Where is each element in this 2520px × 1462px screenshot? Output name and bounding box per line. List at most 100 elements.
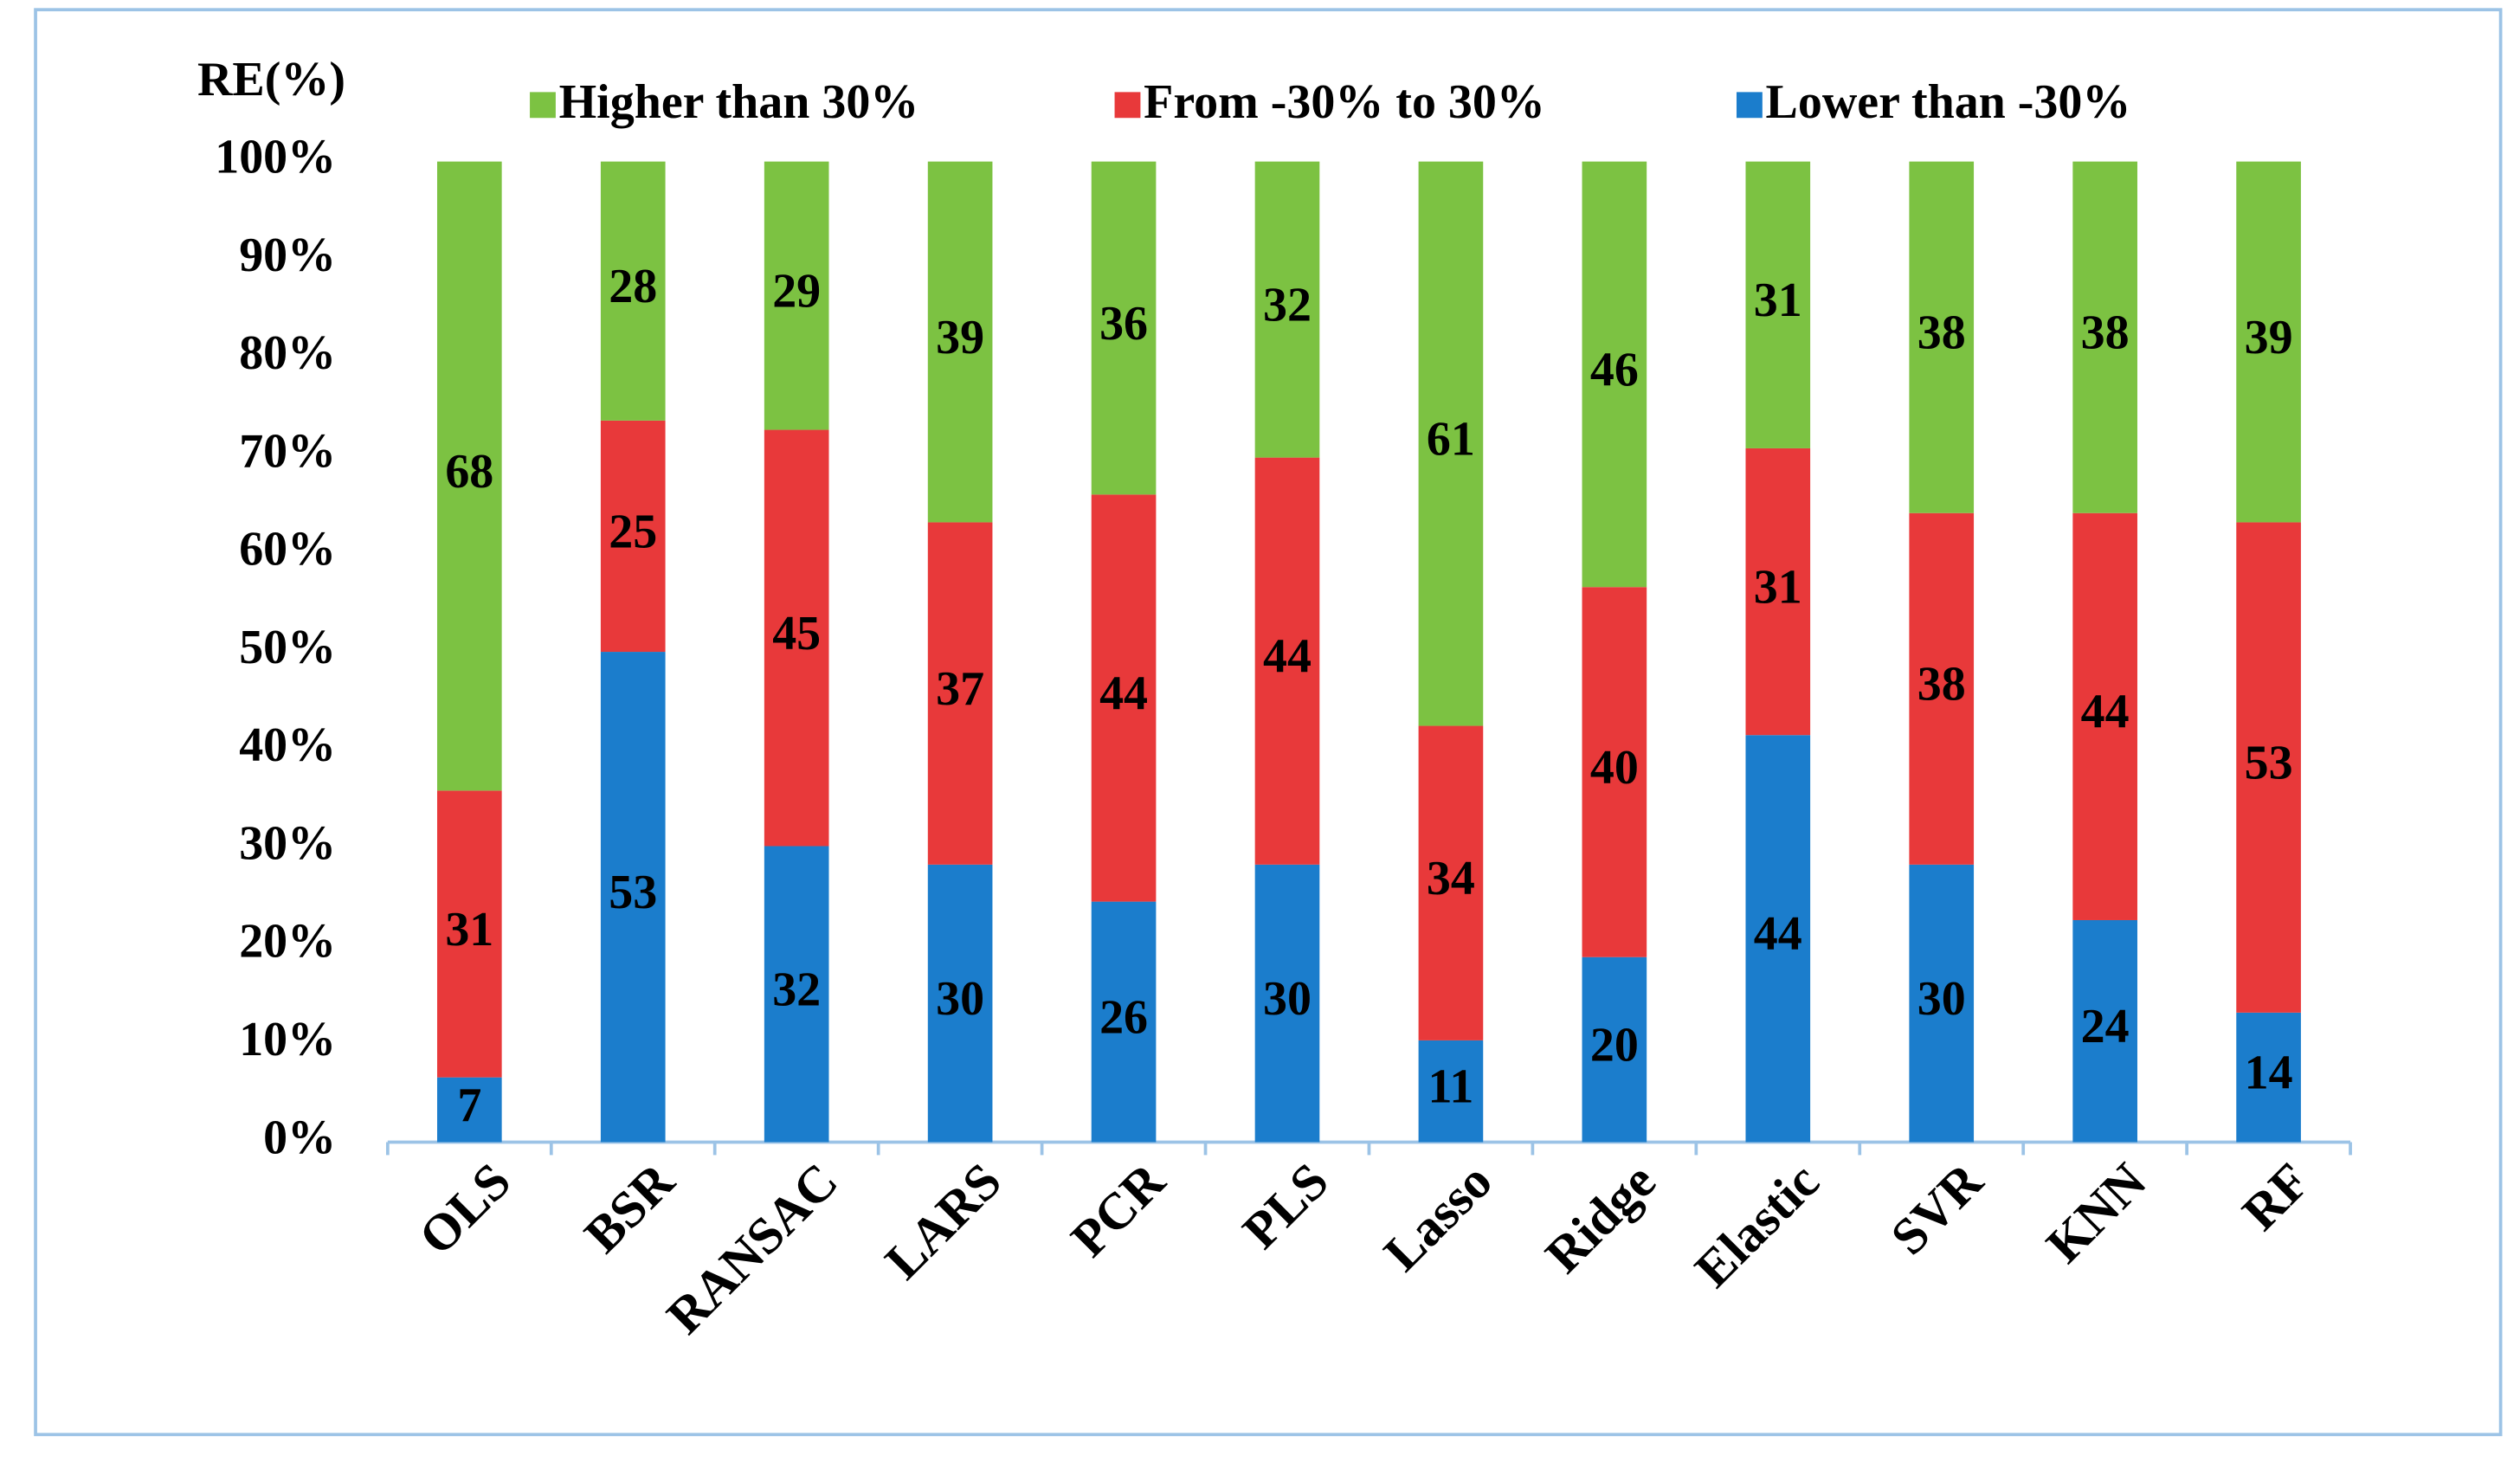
bar-segment (1254, 457, 1320, 865)
data-label: 53 (2245, 736, 2293, 789)
data-label: 39 (2245, 311, 2293, 364)
data-label: 53 (609, 866, 657, 919)
data-label: 20 (1590, 1018, 1639, 1072)
x-tick-label: Elastic (1684, 1152, 1830, 1298)
y-tick-label: 30% (239, 816, 336, 870)
data-label: 38 (1917, 306, 1966, 360)
x-tick-label: LARS (874, 1152, 1012, 1290)
x-tick-label: BSR (573, 1151, 685, 1263)
bar-segment (2072, 919, 2137, 1143)
y-tick-label: 60% (239, 523, 336, 576)
data-label: 38 (1917, 658, 1966, 712)
bar-segment (2072, 161, 2137, 513)
data-label: 28 (609, 260, 657, 313)
data-label: 45 (772, 607, 821, 660)
frame (34, 8, 2503, 1437)
data-label: 61 (1427, 412, 1475, 466)
data-label: 24 (2081, 1000, 2130, 1053)
bar-segment (1745, 448, 1811, 736)
bar-segment (1091, 161, 1157, 495)
bar-segment (927, 864, 993, 1143)
bar-segment (1091, 901, 1157, 1143)
y-tick-label: 0% (263, 1111, 336, 1164)
legend-label: Lower than -30% (1766, 75, 2131, 129)
data-label: 32 (772, 963, 821, 1016)
y-tick-label: 70% (239, 424, 336, 478)
bar-segment (2072, 512, 2137, 920)
bar-segment (1909, 512, 1975, 865)
data-label: 14 (2245, 1047, 2293, 1100)
data-label: 31 (1754, 560, 1802, 614)
data-label: 31 (1754, 274, 1802, 327)
x-tick-label: SVR (1880, 1151, 1995, 1266)
bar-segment (1254, 161, 1320, 458)
data-label: 29 (772, 264, 821, 318)
bar-segment (1582, 587, 1647, 957)
bar-segment (1909, 161, 1975, 513)
bar-segment (927, 161, 993, 523)
bar-segment (2236, 161, 2301, 523)
bar-segment (2236, 1012, 2301, 1143)
data-label: 38 (2081, 306, 2130, 360)
data-label: 44 (1263, 630, 1312, 684)
data-label: 30 (936, 972, 984, 1026)
x-tick-label: OLS (408, 1152, 521, 1266)
data-label: 44 (1099, 667, 1148, 720)
bar-segment (436, 1077, 502, 1143)
bar-segment (1745, 161, 1811, 448)
legend-label: Higher than 30% (559, 75, 919, 129)
bar-segment (2236, 522, 2301, 1013)
y-tick-label: 40% (239, 718, 336, 772)
x-tick-label: PCR (1060, 1151, 1176, 1267)
bar-segment (1582, 956, 1647, 1143)
bar-segment (1745, 735, 1811, 1143)
y-tick-label: 10% (239, 1013, 336, 1066)
bar-segment (764, 846, 829, 1143)
bar-segment (1418, 161, 1484, 726)
bar-segment (1909, 864, 1975, 1143)
data-label: 39 (936, 311, 984, 364)
bar-segment (764, 161, 829, 430)
bar-segment (1418, 725, 1484, 1040)
x-tick-label: PLS (1232, 1152, 1339, 1259)
y-tick-label: 90% (239, 229, 336, 282)
data-label: 7 (457, 1079, 481, 1132)
y-tick-label: 20% (239, 915, 336, 969)
y-tick-label: 50% (239, 621, 336, 674)
x-tick-label: Lasso (1373, 1152, 1503, 1282)
x-tick-label: Ridge (1535, 1152, 1666, 1284)
data-label: 25 (609, 505, 657, 558)
bar-segment (436, 790, 502, 1078)
data-label: 46 (1590, 343, 1639, 396)
data-label: 40 (1590, 741, 1639, 795)
bar-segment (1091, 494, 1157, 902)
bar-segment (1418, 1040, 1484, 1143)
y-tick-label: 80% (239, 326, 336, 380)
x-tick-label: RF (2232, 1152, 2321, 1241)
data-label: 68 (445, 445, 493, 499)
x-tick-label: KNN (2035, 1152, 2156, 1273)
bar-segment (1254, 864, 1320, 1143)
legend-swatch (530, 92, 556, 119)
data-label: 44 (2081, 686, 2130, 739)
legend-swatch (1736, 92, 1763, 119)
x-tick-label: RANSAC (656, 1152, 849, 1345)
bar-segment (1582, 161, 1647, 588)
data-label: 37 (936, 662, 984, 716)
legend-swatch (1114, 92, 1141, 119)
bar-segment (436, 161, 502, 791)
data-label: 30 (1263, 972, 1312, 1026)
bar-segment (600, 161, 666, 421)
bar-segment (927, 522, 993, 865)
bar-segment (764, 429, 829, 847)
data-label: 11 (1428, 1060, 1473, 1114)
bar-segment (600, 420, 666, 653)
data-label: 44 (1754, 907, 1802, 961)
data-label: 31 (445, 903, 493, 956)
y-tick-label: 100% (215, 130, 336, 184)
legend-label: From -30% to 30% (1144, 75, 1545, 129)
bar-segment (600, 652, 666, 1143)
data-label: 34 (1427, 852, 1475, 905)
